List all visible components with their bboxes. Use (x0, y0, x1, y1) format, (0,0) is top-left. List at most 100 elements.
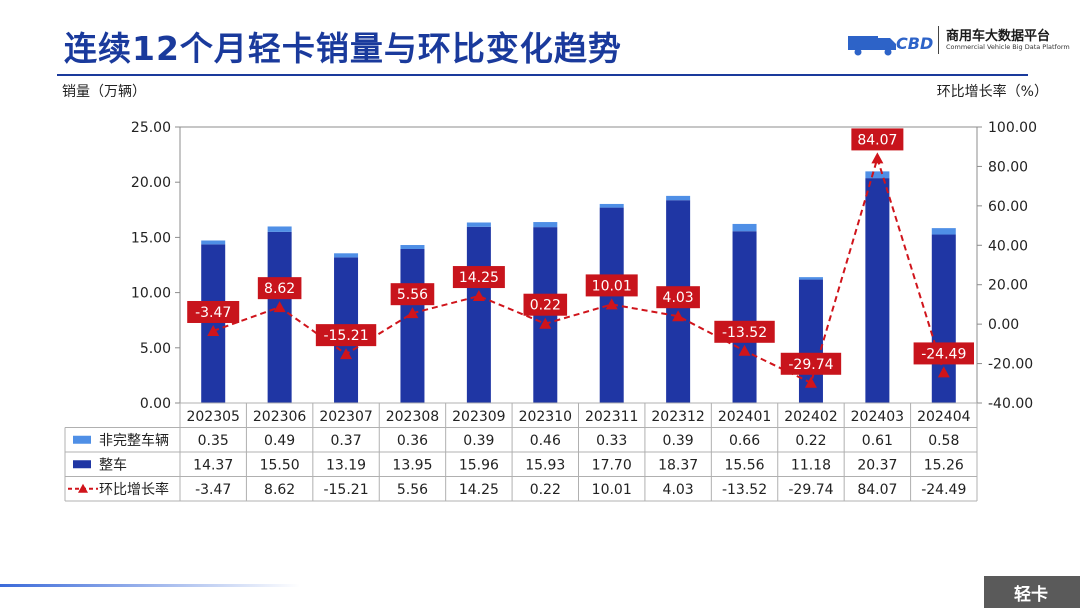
data-label-box (851, 128, 904, 151)
growth-rate-point (539, 317, 552, 329)
y-left-tick-label: 5.00 (140, 341, 171, 357)
data-label: -15.21 (323, 328, 368, 344)
table-cell: 0.37 (330, 433, 361, 449)
table-row-label: 环比增长率 (99, 481, 169, 498)
table-cell: 10.01 (592, 482, 632, 498)
y-axis-left-label: 销量（万辆） (62, 84, 146, 100)
data-label: 14.25 (459, 270, 499, 286)
table-row-label: 整车 (99, 456, 127, 473)
bar-incomplete-vehicle (533, 222, 558, 228)
bar-incomplete-vehicle (267, 226, 292, 232)
bar-incomplete-vehicle (865, 171, 890, 179)
data-label-box (656, 286, 700, 309)
bar-complete-vehicle (400, 248, 425, 403)
growth-rate-point (273, 301, 286, 313)
growth-rate-point (871, 152, 884, 164)
data-label: 0.22 (530, 298, 561, 314)
x-tick-label: 202404 (917, 409, 971, 425)
data-table: 202305 202306 202307 202308 202309 202310 2023… (64, 402, 978, 502)
data-label-box (523, 293, 568, 316)
table-cell: 20.37 (857, 457, 897, 473)
bar-incomplete-vehicle (400, 245, 425, 249)
table-cell: 15.96 (459, 457, 499, 473)
growth-rate-point (406, 307, 419, 319)
data-label: -24.49 (921, 346, 966, 362)
growth-rate-point (605, 298, 618, 310)
y-right-tick-label: 60.00 (988, 199, 1028, 215)
bar-incomplete-vehicle (798, 277, 823, 280)
footer-tag: 轻卡 (1014, 585, 1048, 605)
data-label-box (780, 352, 842, 375)
truck-logo-icon: CBD (848, 34, 933, 56)
growth-rate-point (804, 376, 817, 388)
bar-complete-vehicle (466, 226, 491, 403)
y-axis-left-ticks: 0.00 5.00 10.00 15.00 20.00 25.00 (131, 120, 180, 412)
growth-rate-point (937, 366, 950, 378)
data-label-box (714, 320, 775, 343)
logo-separator (938, 26, 939, 54)
table-cell: 15.56 (724, 457, 764, 473)
table-cell: 0.36 (397, 433, 428, 449)
y-right-tick-label: -40.00 (988, 396, 1033, 412)
data-label: -29.74 (788, 357, 833, 373)
bar-series (201, 171, 956, 403)
y-left-tick-label: 20.00 (131, 175, 171, 191)
data-label: 5.56 (397, 287, 428, 303)
bar-incomplete-vehicle (466, 222, 491, 227)
x-tick-label: 202307 (319, 409, 372, 425)
table-cell: 0.39 (663, 433, 694, 449)
bar-incomplete-vehicle (201, 240, 226, 245)
data-label: 8.62 (264, 281, 295, 297)
y-right-tick-label: 20.00 (988, 278, 1028, 294)
bar-complete-vehicle (865, 178, 890, 403)
data-label: 84.07 (857, 132, 897, 148)
y-axis-right-label: 环比增长率（%） (937, 83, 1048, 100)
title-divider (57, 74, 1028, 76)
data-label-box (315, 324, 377, 347)
table-cell: -24.49 (921, 482, 966, 498)
table-cell: 0.22 (795, 433, 826, 449)
x-tick-label: 202310 (519, 409, 572, 425)
y-left-tick-label: 10.00 (131, 286, 171, 302)
growth-rate-point (738, 344, 751, 356)
bar-complete-vehicle (201, 244, 226, 403)
y-right-tick-label: -20.00 (988, 357, 1033, 373)
table-cell: 14.37 (193, 457, 233, 473)
growth-rate-point (340, 348, 353, 360)
y-right-tick-label: 100.00 (988, 120, 1037, 136)
logo-name: 商用车大数据平台 (946, 29, 1051, 44)
data-label: -3.47 (195, 305, 231, 321)
bar-complete-vehicle (267, 231, 292, 403)
y-left-tick-label: 25.00 (131, 120, 171, 136)
table-cell: 0.46 (530, 433, 561, 449)
table-cell: 0.49 (264, 433, 295, 449)
x-tick-label: 202402 (784, 409, 837, 425)
y-right-tick-label: 80.00 (988, 159, 1028, 175)
table-cell: 84.07 (857, 482, 897, 498)
page-title: 连续12个月轻卡销量与环比变化趋势 (64, 29, 622, 68)
data-label-box (452, 266, 505, 289)
table-cell: 15.26 (924, 457, 964, 473)
bar-incomplete-vehicle (931, 228, 956, 235)
table-cell: 11.18 (791, 457, 831, 473)
table-cell: 0.66 (729, 433, 760, 449)
table-cell: 13.95 (392, 457, 432, 473)
x-tick-label: 202305 (186, 409, 239, 425)
table-cell: 15.93 (525, 457, 565, 473)
data-label-box (585, 274, 638, 297)
growth-rate-point (472, 290, 485, 302)
data-label: -13.52 (722, 325, 767, 341)
table-cell: -3.47 (195, 482, 231, 498)
data-label: 10.01 (592, 278, 632, 294)
table-cell: 0.39 (463, 433, 494, 449)
table-cell: 14.25 (459, 482, 499, 498)
data-label-box (390, 283, 435, 306)
table-cell: 17.70 (592, 457, 632, 473)
x-tick-label: 202309 (452, 409, 505, 425)
table-cell: 13.19 (326, 457, 366, 473)
table-cell: -15.21 (323, 482, 368, 498)
table-cell: 0.22 (530, 482, 561, 498)
footer-tag-bg (984, 576, 1080, 608)
x-tick-label: 202312 (651, 409, 704, 425)
